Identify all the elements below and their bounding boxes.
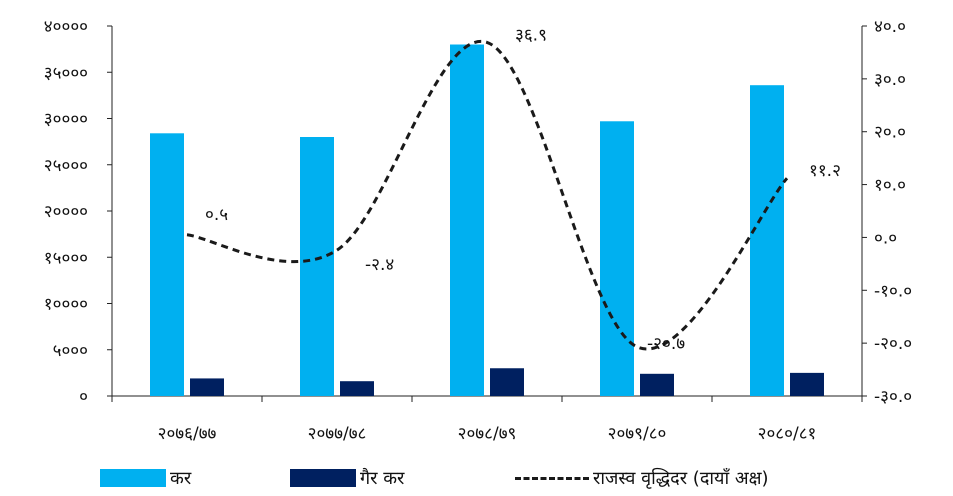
right-tick-label: -१०.० [874, 281, 912, 301]
bar-nontax [340, 381, 374, 396]
legend-label-growth: राजस्व वृद्धिदर (दायाँ अक्ष) [593, 468, 769, 489]
bars [150, 44, 824, 397]
left-tick-label: ४०००० [44, 17, 88, 37]
bar-nontax [640, 373, 674, 396]
data-labels: ०.५ -२.४ ३६.९ -२०.७ ११.२ [205, 25, 841, 353]
growth-data-label: -२.४ [365, 255, 394, 275]
right-tick-label: १०.० [874, 176, 906, 196]
growth-line [186, 40, 789, 351]
right-tick-label: -३०.० [874, 387, 912, 407]
left-tick-label: ५००० [53, 341, 88, 361]
bar-nontax [790, 372, 824, 396]
legend-swatch-growth [515, 476, 589, 480]
legend-item-growth: राजस्व वृद्धिदर (दायाँ अक्ष) [515, 466, 769, 490]
x-tick-label: २०७७/७८ [308, 424, 367, 444]
growth-line-path [186, 40, 789, 351]
chart-area: ० ५००० १०००० १५००० २०००० २५००० ३०००० ३५००० ४००००… [44, 17, 912, 444]
axes: ० ५००० १०००० १५००० २०००० २५००० ३०००० ३५००० ४००००… [44, 17, 912, 444]
legend-swatch-nontax [290, 469, 356, 487]
left-tick-label: ३०००० [44, 110, 88, 130]
x-tick-label: २०७६/७७ [158, 424, 217, 444]
left-tick-label: ३५००० [44, 63, 88, 83]
growth-data-label: -२०.७ [647, 334, 685, 354]
right-tick-label: ३०.० [874, 70, 906, 90]
right-tick-label: -२०.० [874, 334, 912, 354]
left-tick-label: २०००० [44, 202, 88, 222]
left-tick-label: १५००० [44, 248, 88, 268]
bar-nontax [490, 368, 524, 396]
legend-label-tax: कर [170, 468, 192, 489]
left-tick-label: २५००० [44, 156, 88, 176]
bar-tax [300, 137, 334, 396]
x-tick-label: २०७९/८० [608, 424, 667, 444]
legend-label-nontax: गैर कर [360, 468, 405, 489]
bar-tax [450, 44, 484, 396]
growth-data-label: ३६.९ [515, 25, 547, 45]
bar-tax [750, 85, 784, 396]
legend: कर गैर कर राजस्व वृद्धिदर (दायाँ अक्ष) [0, 460, 953, 496]
growth-data-label: ०.५ [205, 205, 228, 225]
left-tick-label: ० [79, 387, 88, 407]
legend-item-nontax: गैर कर [290, 466, 404, 490]
growth-data-label: ११.२ [809, 161, 841, 181]
right-tick-label: २०.० [874, 123, 906, 143]
bar-nontax [190, 378, 224, 396]
legend-item-tax: कर [100, 466, 191, 490]
x-tick-label: २०८०/८१ [758, 424, 817, 444]
x-tick-label: २०७८/७९ [458, 424, 517, 444]
bar-tax [150, 133, 184, 397]
bar-tax [600, 121, 634, 397]
left-tick-label: १०००० [44, 295, 88, 315]
legend-swatch-tax [100, 469, 166, 487]
right-tick-label: ४०.० [874, 17, 906, 37]
right-tick-label: ०.० [874, 228, 897, 248]
